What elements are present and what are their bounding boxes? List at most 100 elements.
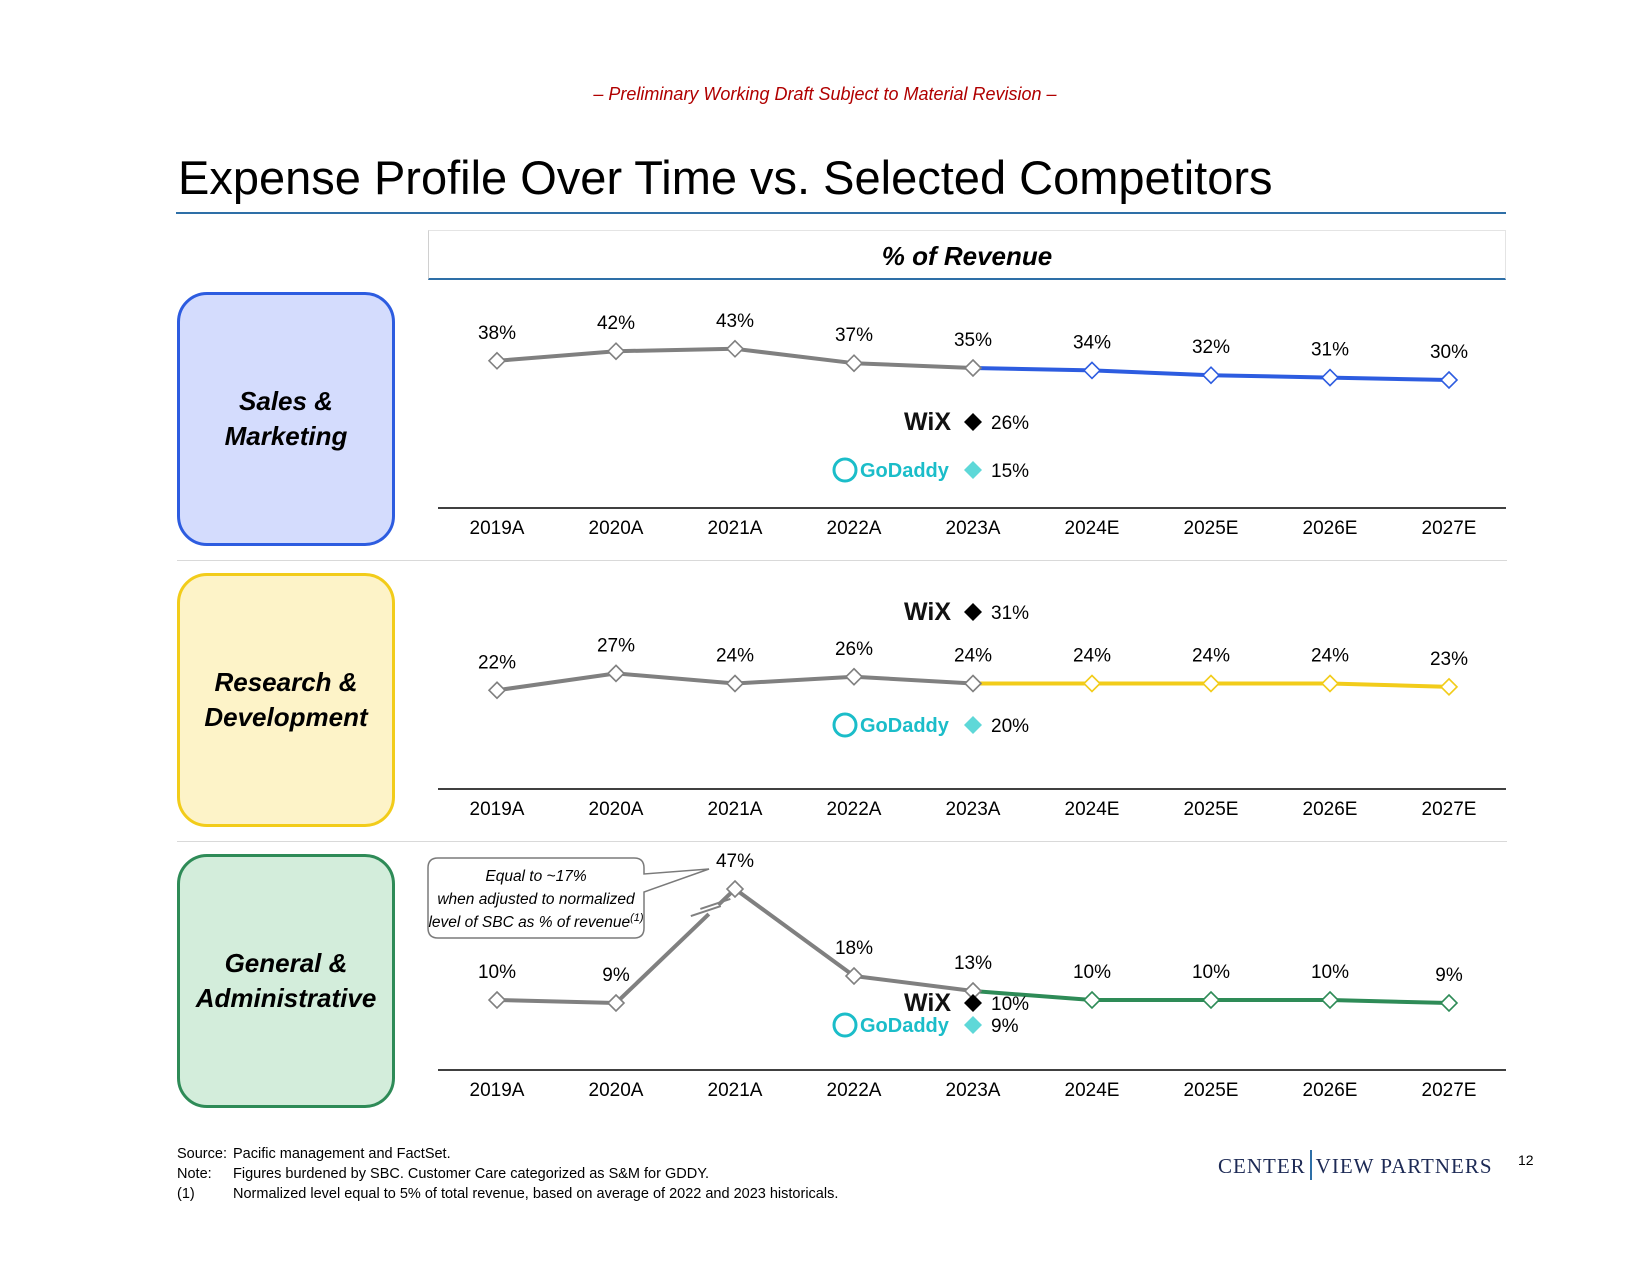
x-tick-label: 2021A xyxy=(708,799,763,820)
x-tick-label: 2026E xyxy=(1303,799,1358,820)
annotation-text: level of SBC as % of revenue(1) xyxy=(428,912,643,931)
data-label: 22% xyxy=(478,652,516,673)
data-point xyxy=(725,879,745,899)
data-point xyxy=(1201,990,1221,1010)
series-segment-historical xyxy=(734,674,855,686)
series-segment-historical xyxy=(853,974,974,993)
section-separator xyxy=(177,560,1507,561)
godaddy-logo-icon xyxy=(832,1012,858,1038)
data-label: 23% xyxy=(1430,649,1468,670)
wix-value-label: 31% xyxy=(991,603,1029,624)
x-tick-label: 2022A xyxy=(827,799,882,820)
series-segment-historical xyxy=(853,361,974,370)
data-label: 47% xyxy=(716,851,754,872)
data-point xyxy=(1439,993,1459,1013)
godaddy-logo: GoDaddy xyxy=(860,460,950,482)
series-segment-historical xyxy=(615,671,736,686)
data-label: 9% xyxy=(1435,965,1463,986)
data-label: 10% xyxy=(1192,962,1230,983)
series-segment-historical xyxy=(496,998,617,1005)
godaddy-value-label: 15% xyxy=(991,461,1029,482)
series-segment-forecast xyxy=(1091,368,1212,378)
data-point xyxy=(1439,370,1459,390)
annotation-text: Equal to ~17% xyxy=(485,868,586,885)
data-label: 9% xyxy=(602,965,630,986)
logo-divider xyxy=(1309,1150,1312,1180)
x-tick-label: 2026E xyxy=(1303,518,1358,539)
draft-notice: – Preliminary Working Draft Subject to M… xyxy=(593,84,1057,104)
godaddy-marker xyxy=(964,716,982,734)
x-tick-label: 2027E xyxy=(1422,1080,1477,1101)
data-point xyxy=(844,354,864,373)
annotation-footnote-ref: (1) xyxy=(630,912,644,924)
category-label: Sales & Marketing xyxy=(224,386,348,451)
category-general-admin: General & Administrative xyxy=(177,854,395,1108)
x-tick-label: 2019A xyxy=(470,518,525,539)
godaddy-marker xyxy=(964,1016,982,1034)
data-label: 43% xyxy=(716,311,754,332)
data-label: 31% xyxy=(1311,340,1349,361)
data-point xyxy=(1082,990,1102,1010)
wix-value-label: 10% xyxy=(991,994,1029,1015)
x-tick-label: 2026E xyxy=(1303,1080,1358,1101)
wix-value-label: 26% xyxy=(991,413,1029,434)
series-segment-forecast xyxy=(1210,373,1331,380)
data-label: 18% xyxy=(835,938,873,959)
data-point xyxy=(487,351,507,370)
x-tick-label: 2021A xyxy=(708,1080,763,1101)
x-tick-label: 2027E xyxy=(1422,799,1477,820)
category-sales-marketing: Sales & Marketing xyxy=(177,292,395,546)
x-tick-label: 2020A xyxy=(589,799,644,820)
godaddy-logo-icon xyxy=(832,712,858,738)
category-label: General & Administrative xyxy=(195,948,377,1013)
godaddy-marker xyxy=(964,461,982,479)
category-label: Research & Development xyxy=(204,667,368,732)
series-segment-forecast xyxy=(972,366,1093,373)
x-tick-label: 2019A xyxy=(470,799,525,820)
data-label: 35% xyxy=(954,330,992,351)
footnote-source: Source: Pacific management and FactSet. xyxy=(177,1146,451,1162)
series-segment-forecast xyxy=(1329,681,1450,689)
data-label: 34% xyxy=(1073,332,1111,353)
data-label: 24% xyxy=(716,646,754,667)
x-tick-label: 2025E xyxy=(1184,799,1239,820)
footnotes: Source: Pacific management and FactSet. N… xyxy=(177,1144,838,1204)
section-separator xyxy=(177,841,1507,842)
x-tick-label: 2022A xyxy=(827,518,882,539)
data-label: 24% xyxy=(1311,646,1349,667)
series-segment-historical xyxy=(496,349,617,363)
page-title: Expense Profile Over Time vs. Selected C… xyxy=(178,151,1273,204)
data-point xyxy=(725,339,745,358)
data-label: 24% xyxy=(954,646,992,667)
wix-logo: WiX xyxy=(904,598,951,626)
series-segment-historical xyxy=(853,674,974,686)
x-tick-label: 2023A xyxy=(946,518,1001,539)
data-label: 10% xyxy=(478,962,516,983)
page-number: 12 xyxy=(1518,1152,1534,1168)
x-tick-label: 2025E xyxy=(1184,1080,1239,1101)
series-segment-historical xyxy=(614,912,711,1005)
data-label: 24% xyxy=(1192,646,1230,667)
data-point xyxy=(1439,677,1459,697)
godaddy-value-label: 20% xyxy=(991,716,1029,737)
category-research-development: Research & Development xyxy=(177,573,395,827)
x-tick-label: 2021A xyxy=(708,518,763,539)
x-tick-label: 2023A xyxy=(946,1080,1001,1101)
series-segment-forecast xyxy=(1329,998,1450,1005)
axis-break-mark xyxy=(690,905,722,918)
data-point xyxy=(725,674,745,693)
data-label: 30% xyxy=(1430,342,1468,363)
series-segment-historical xyxy=(496,671,617,693)
x-tick-label: 2024E xyxy=(1065,518,1120,539)
godaddy-logo-icon xyxy=(832,457,858,483)
data-point xyxy=(606,993,626,1013)
data-point xyxy=(1320,674,1340,693)
x-tick-label: 2020A xyxy=(589,518,644,539)
data-label: 32% xyxy=(1192,337,1230,358)
data-point xyxy=(1082,674,1102,693)
data-label: 26% xyxy=(835,639,873,660)
x-tick-label: 2023A xyxy=(946,799,1001,820)
data-label: 37% xyxy=(835,325,873,346)
godaddy-logo: GoDaddy xyxy=(860,715,950,737)
